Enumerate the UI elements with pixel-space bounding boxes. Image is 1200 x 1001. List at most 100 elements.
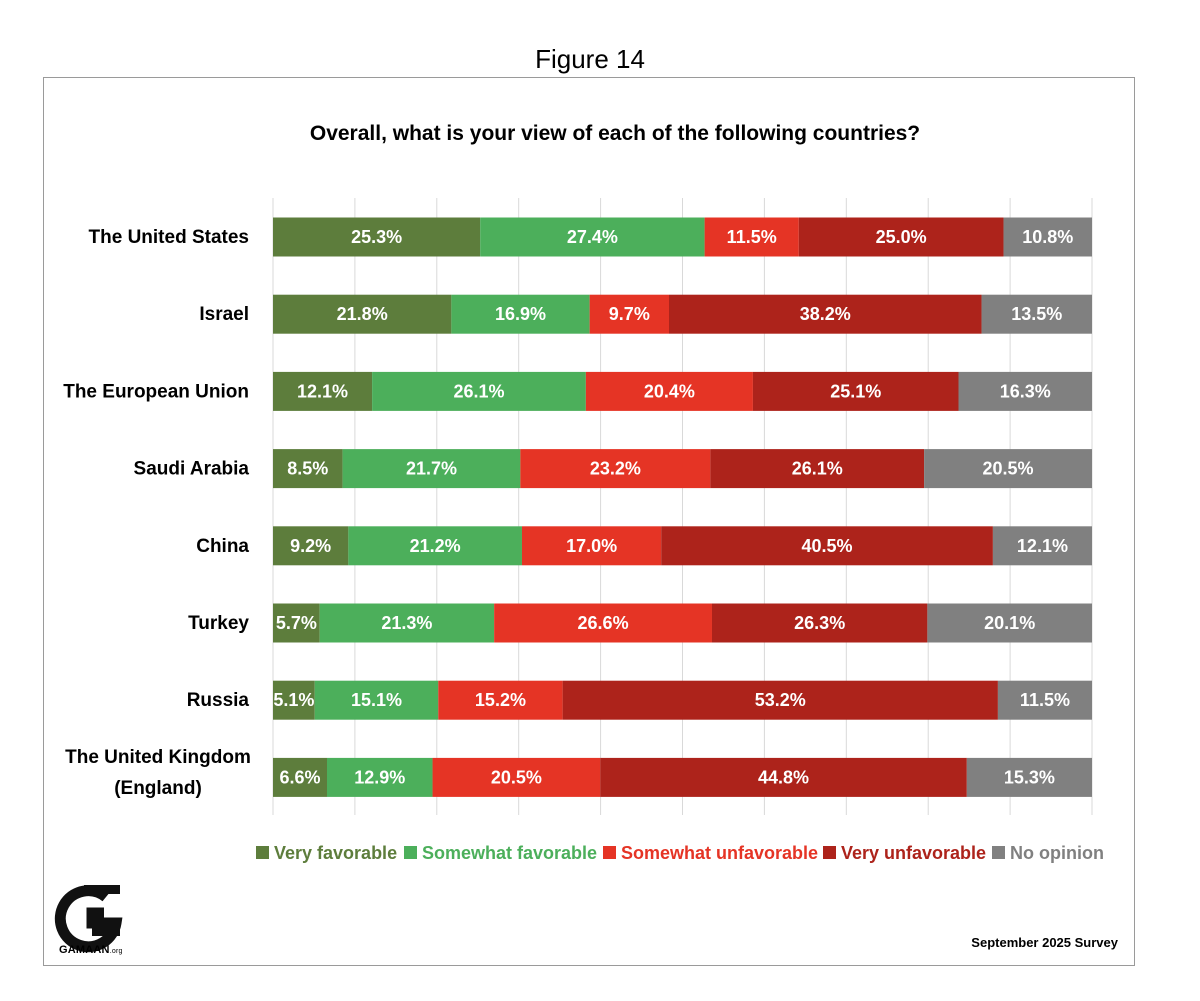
bar-segment xyxy=(521,526,662,566)
gamaan-logo xyxy=(54,885,123,953)
legend-swatch xyxy=(823,846,836,859)
bar-segment xyxy=(273,680,315,720)
data-label: 20.5% xyxy=(491,767,542,787)
bar-segment xyxy=(704,217,799,257)
data-label: 27.4% xyxy=(567,227,618,247)
bar-segment xyxy=(981,294,1092,334)
category-label: The United Kingdom xyxy=(65,747,251,768)
data-label: 11.5% xyxy=(727,227,777,247)
bar-segment xyxy=(327,757,433,797)
data-label: 12.1% xyxy=(297,381,348,401)
category-labels: The United States Israel The European Unio… xyxy=(63,227,251,799)
legend-swatch xyxy=(992,846,1005,859)
data-label: 16.9% xyxy=(495,304,546,324)
figure-label: Figure 14 xyxy=(535,44,645,74)
data-label: 20.1% xyxy=(984,613,1035,633)
legend-swatch xyxy=(256,846,269,859)
bar-segment xyxy=(927,603,1092,643)
bar-segment xyxy=(438,680,563,720)
bar-segment xyxy=(711,603,928,643)
data-label: 15.2% xyxy=(475,690,526,710)
bar-segment xyxy=(958,371,1092,411)
data-label: 9.7% xyxy=(609,304,650,324)
bar-segment xyxy=(372,371,586,411)
data-label: 12.9% xyxy=(354,767,405,787)
data-label: 11.5% xyxy=(1020,690,1070,710)
data-label: 26.6% xyxy=(578,613,629,633)
data-label: 12.1% xyxy=(1017,536,1068,556)
data-label: 25.1% xyxy=(830,381,881,401)
bar-segment xyxy=(480,217,705,257)
data-label: 13.5% xyxy=(1011,304,1062,324)
data-label: 8.5% xyxy=(287,459,328,479)
bar-segment xyxy=(752,371,959,411)
bar-segment xyxy=(710,449,925,489)
bar-segment xyxy=(585,371,753,411)
data-label: 5.1% xyxy=(273,690,314,710)
data-label: 26.1% xyxy=(792,459,843,479)
data-label: 26.1% xyxy=(453,381,504,401)
bar-segment xyxy=(273,294,452,334)
data-label: 5.7% xyxy=(276,613,317,633)
data-label: 6.6% xyxy=(279,767,320,787)
bar-segment xyxy=(342,449,521,489)
logo-text: GAMAAN xyxy=(59,944,110,956)
bar-segment xyxy=(494,603,712,643)
category-label: China xyxy=(196,536,249,557)
bar-segment xyxy=(348,526,522,566)
bar-segment xyxy=(589,294,669,334)
data-label: 21.8% xyxy=(337,304,388,324)
legend-label: Very favorable xyxy=(274,843,397,863)
bar-segment xyxy=(669,294,982,334)
category-label: The United States xyxy=(89,227,249,248)
bar-segment xyxy=(273,603,320,643)
data-label: 23.2% xyxy=(590,459,641,479)
logo-suffix: .org xyxy=(109,948,123,955)
category-label: The European Union xyxy=(63,381,249,402)
bar-segment xyxy=(562,680,998,720)
data-label: 53.2% xyxy=(755,690,806,710)
gridlines xyxy=(272,198,1093,815)
bar-segment xyxy=(273,217,481,257)
category-label: (England) xyxy=(114,778,202,799)
data-label: 15.1% xyxy=(351,690,402,710)
chart-title: Overall, what is your view of each of th… xyxy=(309,122,921,145)
data-label: 21.2% xyxy=(410,536,461,556)
survey-note: September 2025 Survey xyxy=(971,935,1118,950)
legend-label: Very unfavorable xyxy=(841,843,986,863)
bar-segment xyxy=(661,526,993,566)
bar-segment xyxy=(273,449,343,489)
data-label: 20.4% xyxy=(644,381,695,401)
legend-swatch xyxy=(404,846,417,859)
category-label: Israel xyxy=(199,304,249,325)
data-label: 44.8% xyxy=(758,767,809,787)
bar-segment xyxy=(1003,217,1092,257)
data-label: 26.3% xyxy=(794,613,845,633)
data-label: 21.7% xyxy=(406,459,457,479)
category-label: Russia xyxy=(187,690,250,711)
category-label: Turkey xyxy=(188,613,249,634)
bar-segment xyxy=(992,526,1092,566)
data-label: 15.3% xyxy=(1004,767,1055,787)
bar-segment xyxy=(314,680,439,720)
category-label: Saudi Arabia xyxy=(134,459,250,480)
bar-segment xyxy=(520,449,711,489)
data-label: 10.8% xyxy=(1022,227,1073,247)
bar-segment xyxy=(319,603,495,643)
legend-swatch xyxy=(603,846,616,859)
bar-segment xyxy=(432,757,601,797)
data-label: 40.5% xyxy=(802,536,853,556)
data-label: 38.2% xyxy=(800,304,851,324)
bar-segment xyxy=(273,757,327,797)
chart-frame xyxy=(43,77,1135,966)
bars: 25.3% 27.4% 11.5% 25.0% 10.8% 21.8% 16.9% 9.7% 3… xyxy=(273,217,1092,797)
data-label: 9.2% xyxy=(290,536,331,556)
data-label: 25.3% xyxy=(351,227,402,247)
bar-segment xyxy=(600,757,967,797)
data-label: 16.3% xyxy=(1000,381,1051,401)
legend-label: No opinion xyxy=(1010,843,1104,863)
bar-segment xyxy=(273,371,373,411)
bar-segment xyxy=(966,757,1092,797)
bar-segment xyxy=(798,217,1004,257)
